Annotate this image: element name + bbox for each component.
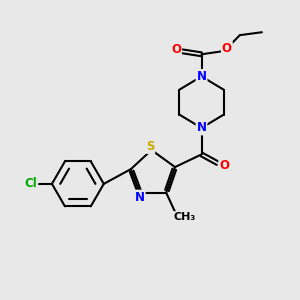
Text: O: O xyxy=(171,44,181,56)
Text: O: O xyxy=(222,42,232,55)
Text: N: N xyxy=(196,70,206,83)
Text: N: N xyxy=(196,122,206,134)
Text: O: O xyxy=(219,159,229,172)
Text: S: S xyxy=(146,140,154,153)
Text: N: N xyxy=(135,190,145,204)
Text: Cl: Cl xyxy=(24,177,37,190)
Text: CH₃: CH₃ xyxy=(173,212,196,222)
